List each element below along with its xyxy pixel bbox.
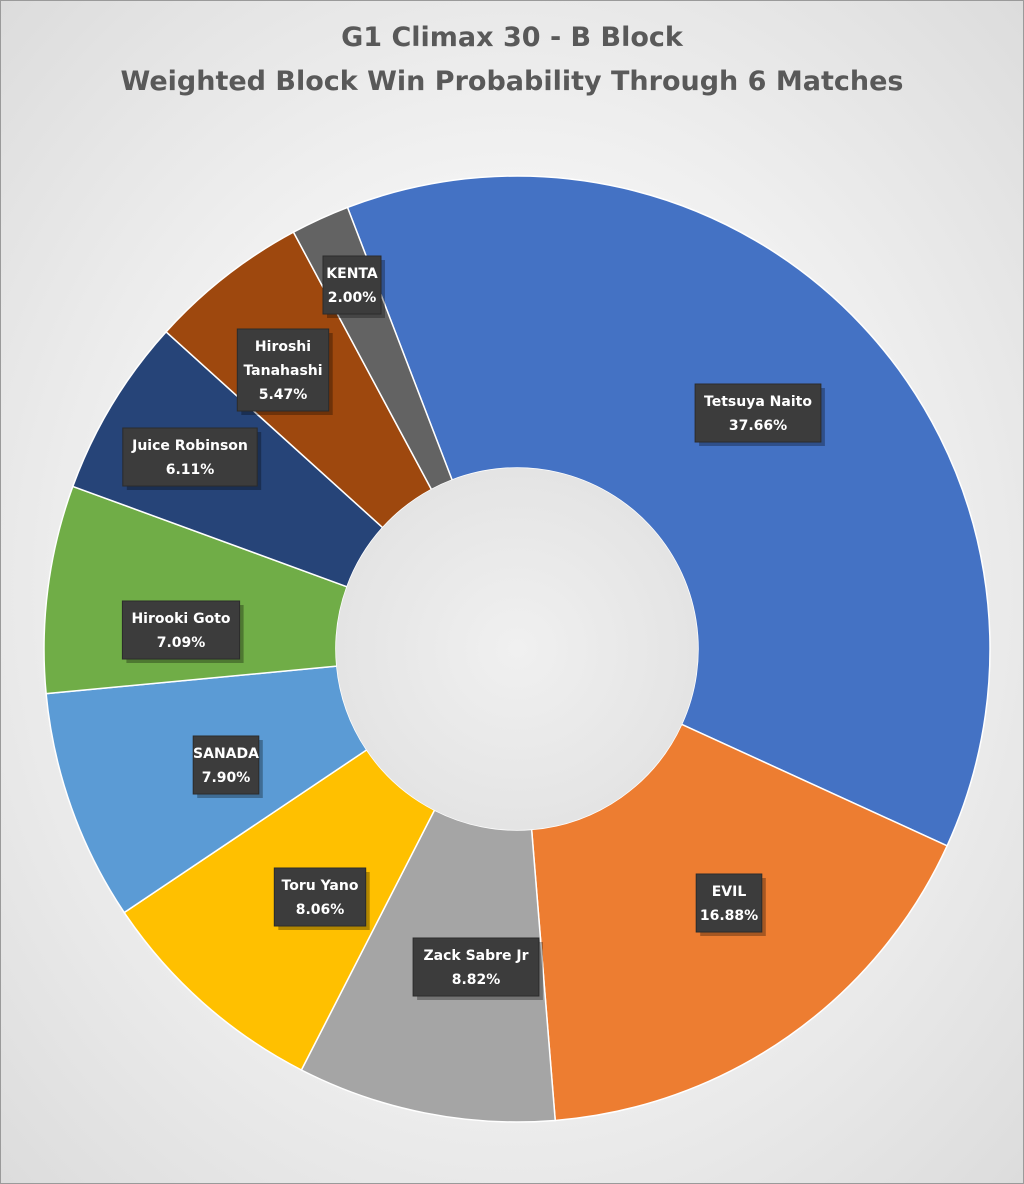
data-label-box: [694, 383, 822, 443]
data-label-name: SANADA: [193, 746, 259, 762]
data-label-box: [192, 735, 260, 795]
data-label-box: [322, 255, 382, 315]
data-label-box: [121, 600, 241, 660]
data-label: Zack Sabre Jr 8.82%: [412, 937, 543, 1000]
data-label-box: [236, 328, 330, 412]
data-label-name: Zack Sabre Jr: [423, 948, 528, 964]
data-label-value: 37.66%: [729, 418, 787, 434]
data-label-box: [273, 867, 367, 927]
data-label-name: Hiroshi: [255, 339, 311, 355]
data-label-name: EVIL: [712, 884, 747, 900]
data-label-value: 16.88%: [700, 908, 758, 924]
data-label-name: Tanahashi: [243, 363, 322, 379]
data-label: Hirooki Goto 7.09%: [121, 600, 244, 663]
data-label-name: Toru Yano: [282, 878, 359, 894]
data-label: Tetsuya Naito 37.66%: [694, 383, 825, 446]
data-label-box: [122, 427, 258, 487]
doughnut-hole: [336, 468, 698, 830]
data-label-value: 8.06%: [296, 902, 345, 918]
data-label-name: Hirooki Goto: [131, 611, 230, 627]
data-label-box: [695, 873, 763, 933]
data-label: EVIL 16.88%: [695, 873, 766, 936]
data-label: Juice Robinson 6.11%: [122, 427, 262, 490]
chart-subtitle: Weighted Block Win Probability Through 6…: [120, 66, 904, 97]
data-label: SANADA 7.90%: [192, 735, 263, 798]
data-label: Hiroshi Tanahashi 5.47%: [236, 328, 333, 415]
data-label-value: 2.00%: [328, 290, 377, 306]
data-label-name: Tetsuya Naito: [704, 394, 812, 410]
data-label-value: 5.47%: [259, 387, 308, 403]
data-label-name: Juice Robinson: [131, 438, 248, 454]
data-label-value: 7.09%: [157, 635, 206, 651]
chart-title: G1 Climax 30 - B Block: [341, 22, 683, 53]
data-label-value: 6.11%: [166, 462, 215, 478]
data-label-name: KENTA: [326, 266, 378, 282]
data-label-value: 7.90%: [202, 770, 251, 786]
data-label-value: 8.82%: [452, 972, 501, 988]
data-label: KENTA 2.00%: [322, 255, 385, 318]
data-label-box: [412, 937, 540, 997]
data-label: Toru Yano 8.06%: [273, 867, 370, 930]
